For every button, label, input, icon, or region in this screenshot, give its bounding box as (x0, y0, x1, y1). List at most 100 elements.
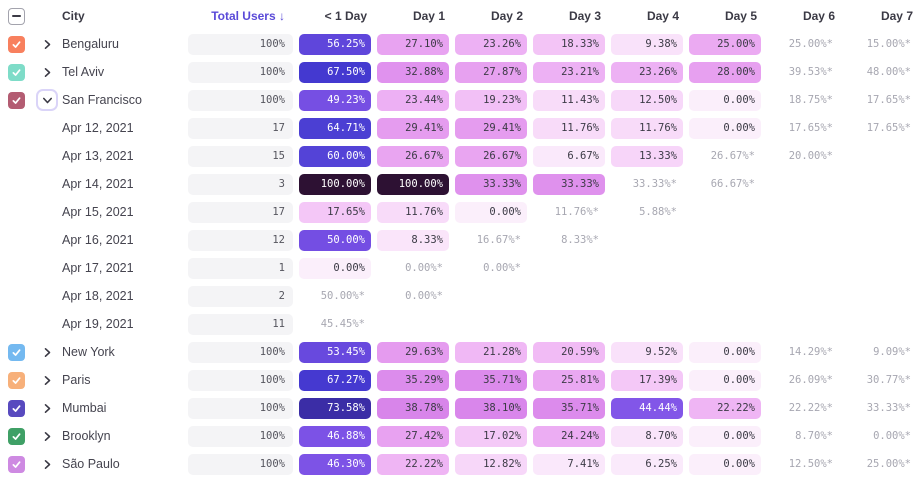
day-cell: 27.10% (374, 33, 452, 55)
row-checkbox[interactable] (8, 63, 25, 81)
retention-cell[interactable]: 17.39% (611, 369, 683, 391)
retention-cell[interactable]: 11.76% (377, 201, 449, 223)
retention-cell[interactable]: 67.27% (299, 369, 371, 391)
retention-cell[interactable]: 20.59% (533, 341, 605, 363)
retention-cell[interactable]: 22.22% (377, 453, 449, 475)
retention-cell[interactable]: 29.63% (377, 341, 449, 363)
retention-cell[interactable]: 23.26% (455, 33, 527, 55)
day-cell: 12.50%* (764, 454, 842, 475)
expand-chevron-right-icon[interactable] (36, 61, 58, 83)
retention-cell[interactable]: 35.29% (377, 369, 449, 391)
day-cell: 11.76%* (530, 202, 608, 223)
retention-cell[interactable]: 60.00% (299, 145, 371, 167)
retention-cell[interactable]: 25.00% (689, 33, 761, 55)
retention-cell[interactable]: 24.24% (533, 425, 605, 447)
retention-cell[interactable]: 50.00% (299, 229, 371, 251)
retention-cell[interactable]: 38.78% (377, 397, 449, 419)
total-users-cell: 3 (188, 173, 296, 195)
retention-cell[interactable]: 8.33% (377, 229, 449, 251)
retention-cell[interactable]: 23.21% (533, 61, 605, 83)
day-cell: 9.09%* (842, 342, 920, 363)
expand-chevron-right-icon[interactable] (36, 33, 58, 55)
retention-cell[interactable]: 64.71% (299, 117, 371, 139)
retention-cell[interactable]: 11.43% (533, 89, 605, 111)
retention-cell[interactable]: 29.41% (377, 117, 449, 139)
retention-cell[interactable]: 19.23% (455, 89, 527, 111)
row-checkbox[interactable] (8, 399, 25, 417)
retention-cell[interactable]: 26.67% (377, 145, 449, 167)
retention-cell[interactable]: 32.88% (377, 61, 449, 83)
row-checkbox[interactable] (8, 455, 25, 473)
retention-cell[interactable]: 100.00% (377, 173, 449, 195)
day-cell: 56.25% (296, 33, 374, 55)
retention-cell[interactable]: 9.52% (611, 341, 683, 363)
retention-cell[interactable]: 44.44% (611, 397, 683, 419)
collapse-chevron-down-icon[interactable] (36, 89, 58, 111)
retention-cell[interactable]: 6.25% (611, 453, 683, 475)
row-checkbox[interactable] (8, 35, 25, 53)
expand-chevron-right-icon[interactable] (36, 425, 58, 447)
select-all-checkbox[interactable] (8, 7, 25, 25)
row-checkbox[interactable] (8, 427, 25, 445)
retention-cell[interactable]: 35.71% (533, 397, 605, 419)
retention-cell[interactable]: 0.00% (689, 117, 761, 139)
retention-cell[interactable]: 28.00% (689, 61, 761, 83)
retention-cell[interactable]: 46.30% (299, 453, 371, 475)
expand-chevron-right-icon[interactable] (36, 341, 58, 363)
retention-cell[interactable]: 100.00% (299, 173, 371, 195)
retention-cell[interactable]: 53.45% (299, 341, 371, 363)
retention-cell[interactable]: 8.70% (611, 425, 683, 447)
retention-cell[interactable]: 25.81% (533, 369, 605, 391)
retention-cell[interactable]: 17.65% (299, 201, 371, 223)
row-checkbox[interactable] (8, 91, 25, 109)
retention-cell[interactable]: 13.33% (611, 145, 683, 167)
row-checkbox[interactable] (8, 371, 25, 389)
retention-cell[interactable]: 18.33% (533, 33, 605, 55)
retention-cell[interactable]: 0.00% (689, 341, 761, 363)
retention-cell[interactable]: 21.28% (455, 341, 527, 363)
retention-cell[interactable]: 12.82% (455, 453, 527, 475)
retention-cell[interactable]: 26.67% (455, 145, 527, 167)
retention-cell[interactable]: 22.22% (689, 397, 761, 419)
expand-chevron-right-icon[interactable] (36, 369, 58, 391)
retention-cell[interactable]: 17.02% (455, 425, 527, 447)
retention-cell[interactable]: 23.44% (377, 89, 449, 111)
day-cell: 60.00% (296, 145, 374, 167)
retention-cell[interactable]: 49.23% (299, 89, 371, 111)
day-cell: 18.33% (530, 33, 608, 55)
retention-cell[interactable]: 29.41% (455, 117, 527, 139)
expand-chevron-right-icon[interactable] (36, 453, 58, 475)
retention-cell-partial: 12.50%* (788, 457, 833, 470)
retention-cell[interactable]: 0.00% (455, 201, 527, 223)
retention-cell[interactable]: 27.87% (455, 61, 527, 83)
day-cell: 12.50% (608, 89, 686, 111)
retention-cell[interactable]: 0.00% (689, 369, 761, 391)
retention-cell[interactable]: 0.00% (689, 453, 761, 475)
retention-cell[interactable]: 0.00% (299, 257, 371, 279)
day-cell: 25.00%* (764, 34, 842, 55)
retention-cell[interactable]: 33.33% (455, 173, 527, 195)
retention-cell[interactable]: 0.00% (689, 425, 761, 447)
day-cell: 46.88% (296, 425, 374, 447)
retention-cell[interactable]: 23.26% (611, 61, 683, 83)
retention-cell[interactable]: 67.50% (299, 61, 371, 83)
day-cell: 9.38% (608, 33, 686, 55)
retention-cell[interactable]: 11.76% (533, 117, 605, 139)
retention-cell[interactable]: 6.67% (533, 145, 605, 167)
expand-chevron-right-icon[interactable] (36, 397, 58, 419)
retention-cell[interactable]: 0.00% (689, 89, 761, 111)
retention-cell[interactable]: 27.10% (377, 33, 449, 55)
retention-cell[interactable]: 33.33% (533, 173, 605, 195)
column-header-total-users[interactable]: Total Users ↓ (211, 9, 285, 23)
retention-cell[interactable]: 9.38% (611, 33, 683, 55)
retention-cell[interactable]: 56.25% (299, 33, 371, 55)
retention-cell[interactable]: 73.58% (299, 397, 371, 419)
retention-cell[interactable]: 35.71% (455, 369, 527, 391)
retention-cell[interactable]: 11.76% (611, 117, 683, 139)
retention-cell[interactable]: 38.10% (455, 397, 527, 419)
retention-cell[interactable]: 27.42% (377, 425, 449, 447)
retention-cell[interactable]: 12.50% (611, 89, 683, 111)
retention-cell[interactable]: 7.41% (533, 453, 605, 475)
retention-cell[interactable]: 46.88% (299, 425, 371, 447)
row-checkbox[interactable] (8, 343, 25, 361)
